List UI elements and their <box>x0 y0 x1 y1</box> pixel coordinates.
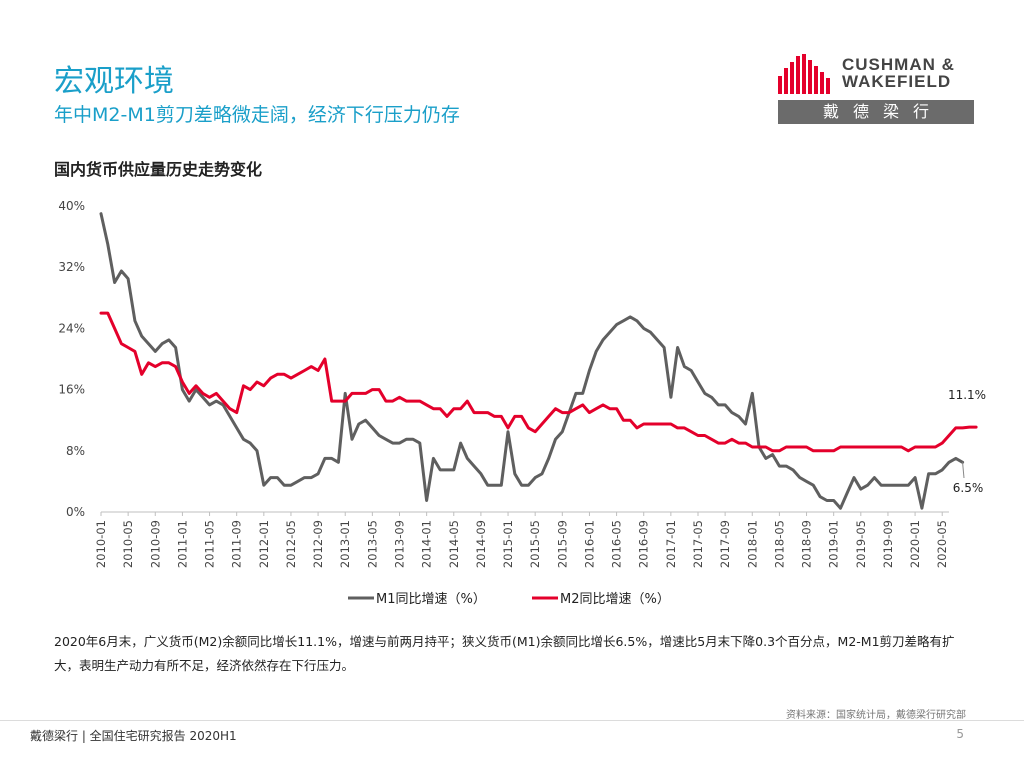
x-tick-label: 2010-05 <box>121 520 135 568</box>
x-tick-label: 2017-01 <box>664 520 678 568</box>
page-title: 宏观环境 <box>54 64 174 99</box>
x-tick-label: 2012-05 <box>284 520 298 568</box>
x-tick-label: 2017-05 <box>691 520 705 568</box>
x-tick-label: 2020-05 <box>935 520 949 568</box>
page-number: 5 <box>956 727 964 741</box>
x-tick-label: 2014-09 <box>474 520 488 568</box>
data-source: 资料来源：国家统计局，戴德梁行研究部 <box>786 710 966 721</box>
chart-title: 国内货币供应量历史走势变化 <box>54 160 263 179</box>
x-tick-label: 2011-01 <box>175 520 189 568</box>
x-tick-label: 2019-01 <box>827 520 841 568</box>
logo-line1: CUSHMAN & <box>842 55 955 74</box>
y-tick-label: 16% <box>58 383 85 397</box>
x-tick-label: 2018-05 <box>772 520 786 568</box>
end-label-m1: 6.5% <box>953 481 984 495</box>
x-tick-label: 2016-01 <box>582 520 596 568</box>
x-tick-label: 2019-05 <box>854 520 868 568</box>
logo-bars-icon <box>778 54 830 94</box>
x-tick-label: 2019-09 <box>881 520 895 568</box>
x-tick-label: 2014-05 <box>447 520 461 568</box>
x-tick-label: 2012-01 <box>257 520 271 568</box>
leader-line-m1 <box>962 462 965 479</box>
x-tick-label: 2018-01 <box>745 520 759 568</box>
footer-divider <box>0 720 1024 721</box>
x-tick-label: 2013-01 <box>338 520 352 568</box>
page-subtitle: 年中M2-M1剪刀差略微走阔，经济下行压力仍存 <box>54 104 460 126</box>
x-tick-label: 2015-09 <box>555 520 569 568</box>
legend-label-m2: M2同比增速（%） <box>560 592 670 607</box>
x-tick-label: 2013-09 <box>392 520 406 568</box>
y-tick-label: 0% <box>66 505 85 519</box>
x-tick-label: 2011-05 <box>203 520 217 568</box>
end-label-m2: 11.1% <box>948 388 986 402</box>
logo-wordmark: CUSHMAN & WAKEFIELD <box>842 56 976 90</box>
series-line-m2 <box>99 311 978 453</box>
x-tick-label: 2010-09 <box>148 520 162 568</box>
footer-text: 戴德梁行 | 全国住宅研究报告 2020H1 <box>30 729 237 743</box>
money-supply-chart: 0% 8% 16% 24% 32% 40% 2010-01 2010-05 2010-09 201… <box>58 199 986 607</box>
x-tick-label: 2012-09 <box>311 520 325 568</box>
y-tick-label: 24% <box>58 321 85 335</box>
x-tick-label: 2016-09 <box>637 520 651 568</box>
series-line-m1 <box>99 212 965 510</box>
brand-logo: CUSHMAN & WAKEFIELD 戴德梁行 <box>778 52 974 126</box>
logo-line2: WAKEFIELD <box>842 72 952 91</box>
x-tick-label: 2013-05 <box>365 520 379 568</box>
y-tick-label: 32% <box>58 260 85 274</box>
y-tick-label: 40% <box>58 199 85 213</box>
x-tick-label: 2015-01 <box>501 520 515 568</box>
x-tick-label: 2020-01 <box>908 520 922 568</box>
x-tick-label: 2014-01 <box>420 520 434 568</box>
y-tick-label: 8% <box>66 444 85 458</box>
x-tick-label: 2010-01 <box>94 520 108 568</box>
chart-description: 2020年6月末，广义货币(M2)余额同比增长11.1%，增速与前两月持平；狭义… <box>54 634 955 673</box>
x-tick-label: 2017-09 <box>718 520 732 568</box>
x-tick-label: 2016-05 <box>610 520 624 568</box>
logo-chinese: 戴德梁行 <box>778 100 974 124</box>
x-tick-label: 2011-09 <box>230 520 244 568</box>
x-tick-label: 2015-05 <box>528 520 542 568</box>
legend-label-m1: M1同比增速（%） <box>376 592 486 607</box>
x-tick-label: 2018-09 <box>800 520 814 568</box>
